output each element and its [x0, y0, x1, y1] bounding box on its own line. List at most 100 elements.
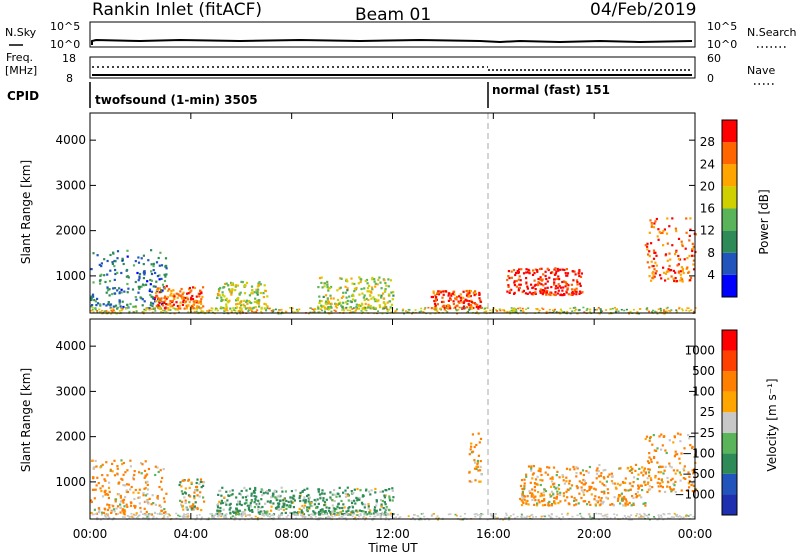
data-cell — [137, 256, 140, 259]
data-cell — [202, 286, 205, 289]
ground-scatter-cell — [611, 307, 614, 310]
data-cell — [525, 277, 528, 280]
data-cell — [331, 504, 334, 507]
ground-scatter-cell — [396, 308, 398, 310]
ground-scatter-cell — [597, 307, 600, 309]
data-cell — [534, 291, 537, 294]
ground-scatter-cell — [669, 310, 672, 313]
data-cell — [122, 473, 125, 476]
data-cell — [241, 511, 244, 514]
data-cell — [333, 512, 336, 515]
ground-scatter-cell — [379, 515, 382, 518]
data-cell — [386, 301, 389, 304]
ground-scatter-cell — [359, 514, 362, 516]
data-cell — [384, 513, 387, 516]
data-cell — [251, 509, 254, 512]
data-cell — [579, 471, 582, 474]
data-cell — [368, 511, 371, 514]
ground-scatter-cell — [632, 308, 635, 311]
data-cell — [464, 298, 467, 301]
data-cell — [244, 307, 247, 310]
data-cell — [229, 511, 232, 514]
data-cell — [537, 277, 540, 281]
data-cell — [539, 267, 542, 271]
data-cell — [666, 217, 669, 220]
data-cell — [575, 287, 578, 290]
ground-scatter-cell — [250, 517, 253, 519]
data-cell — [570, 283, 573, 286]
data-cell — [470, 300, 473, 304]
data-cell — [601, 482, 604, 485]
data-cell — [350, 490, 353, 493]
data-cell — [528, 272, 531, 275]
data-cell — [648, 266, 651, 269]
data-cell — [577, 272, 580, 275]
data-cell — [275, 490, 278, 493]
data-cell — [118, 302, 121, 305]
data-cell — [327, 289, 330, 292]
ground-scatter-cell — [489, 309, 492, 312]
data-cell — [477, 432, 480, 435]
data-cell — [336, 505, 339, 508]
data-cell — [364, 511, 367, 514]
data-cell — [383, 305, 387, 308]
ground-scatter-cell — [256, 517, 259, 519]
data-cell — [220, 298, 223, 302]
data-cell — [235, 511, 238, 514]
data-cell — [561, 294, 564, 297]
ground-scatter-cell — [552, 309, 554, 312]
data-cell — [235, 510, 238, 513]
ground-scatter-cell — [107, 515, 110, 518]
data-cell — [578, 492, 581, 495]
data-cell — [522, 494, 525, 498]
data-cell — [181, 303, 184, 306]
ground-scatter-cell — [648, 310, 651, 313]
data-cell — [256, 299, 259, 303]
data-cell — [659, 482, 662, 485]
data-cell — [513, 280, 516, 283]
data-cell — [637, 487, 640, 490]
data-cell — [677, 237, 681, 240]
data-cell — [329, 294, 332, 297]
data-cell — [148, 307, 151, 310]
velocity-colorbar-tick: 1000 — [684, 344, 715, 358]
data-cell — [570, 292, 574, 295]
ground-scatter-cell — [678, 515, 681, 517]
data-cell — [641, 466, 644, 469]
data-cell — [678, 457, 681, 460]
data-cell — [556, 267, 559, 271]
ground-scatter-cell — [388, 308, 391, 311]
nsky-label: N.Sky — [5, 26, 37, 39]
data-cell — [384, 303, 387, 306]
data-cell — [392, 513, 395, 516]
data-cell — [99, 487, 102, 490]
data-cell — [373, 298, 376, 301]
ground-scatter-cell — [685, 515, 687, 517]
ground-scatter-cell — [597, 512, 600, 515]
data-cell — [322, 497, 325, 500]
data-cell — [122, 498, 126, 501]
data-cell — [109, 303, 113, 306]
ground-scatter-cell — [642, 515, 644, 518]
data-cell — [192, 503, 195, 506]
ground-scatter-cell — [471, 308, 473, 310]
data-cell — [598, 464, 601, 467]
data-cell — [225, 503, 228, 506]
data-cell — [611, 503, 614, 506]
data-cell — [573, 499, 576, 502]
ground-scatter-cell — [646, 309, 649, 311]
ground-scatter-cell — [352, 513, 355, 515]
data-cell — [230, 293, 233, 296]
data-cell — [542, 284, 545, 287]
ground-scatter-cell — [218, 514, 221, 517]
data-cell — [351, 501, 354, 505]
ground-scatter-cell — [330, 310, 333, 313]
ground-scatter-cell — [318, 311, 321, 313]
data-cell — [306, 506, 309, 509]
data-cell — [356, 498, 359, 501]
data-cell — [156, 275, 159, 278]
ground-scatter-cell — [657, 308, 660, 311]
data-cell — [530, 493, 533, 497]
data-cell — [152, 269, 155, 272]
ground-scatter-cell — [252, 311, 255, 313]
